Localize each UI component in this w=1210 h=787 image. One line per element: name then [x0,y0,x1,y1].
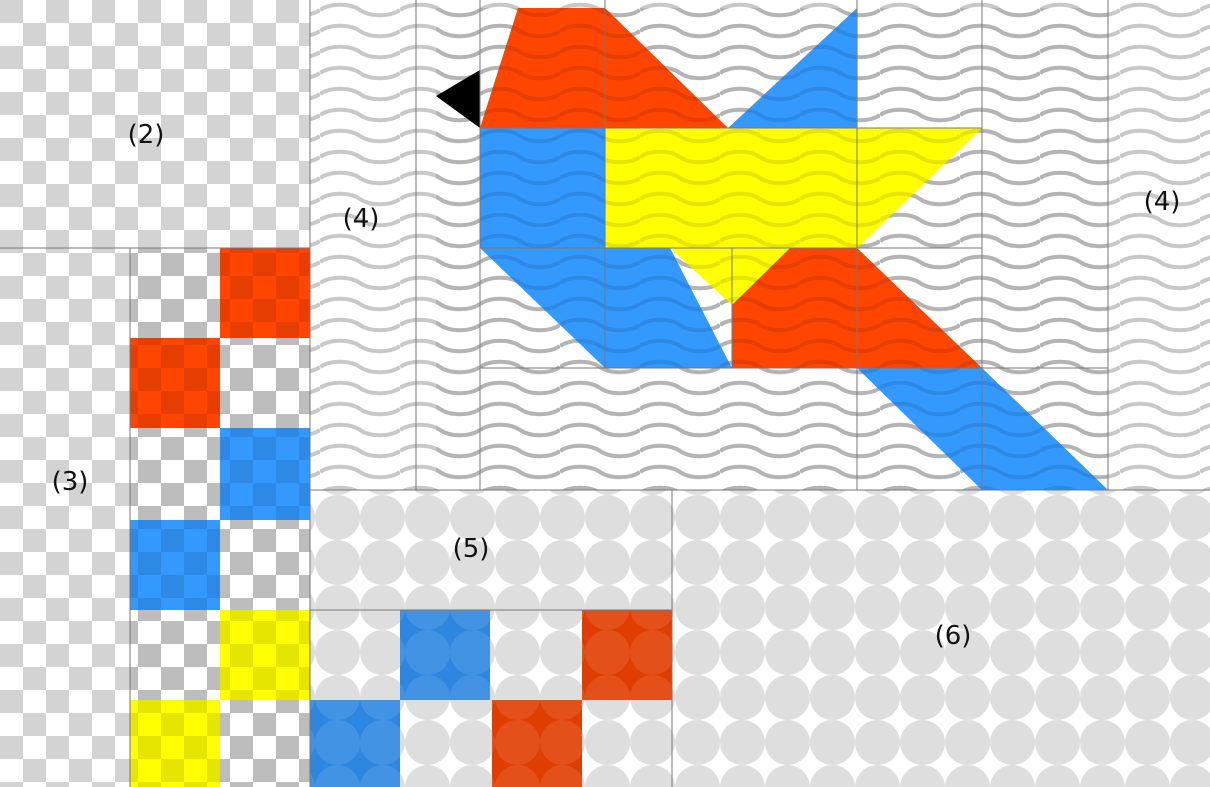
region-3-label: (3) [52,467,89,497]
region-3-zigzag-motif [130,248,310,787]
region-6-label: (6) [935,621,972,651]
region-5-fabric-tint [310,610,672,787]
region-labels: (2) (3) (4) (4) (5) (6) [52,120,1181,651]
bird-fabric-tint [436,8,1108,490]
region-3-fabric-tint [130,248,310,787]
region-4-right-label: (4) [1144,187,1181,217]
region-5-label: (5) [453,534,490,564]
region-2-checker-fabric [0,0,310,248]
region-4-left-label: (4) [343,204,380,234]
cardinal-bird-motif [436,8,1108,490]
region-6-circle-fabric [672,490,1210,787]
region-5-zigzag-motif [310,610,672,787]
region-2-label: (2) [128,120,165,150]
